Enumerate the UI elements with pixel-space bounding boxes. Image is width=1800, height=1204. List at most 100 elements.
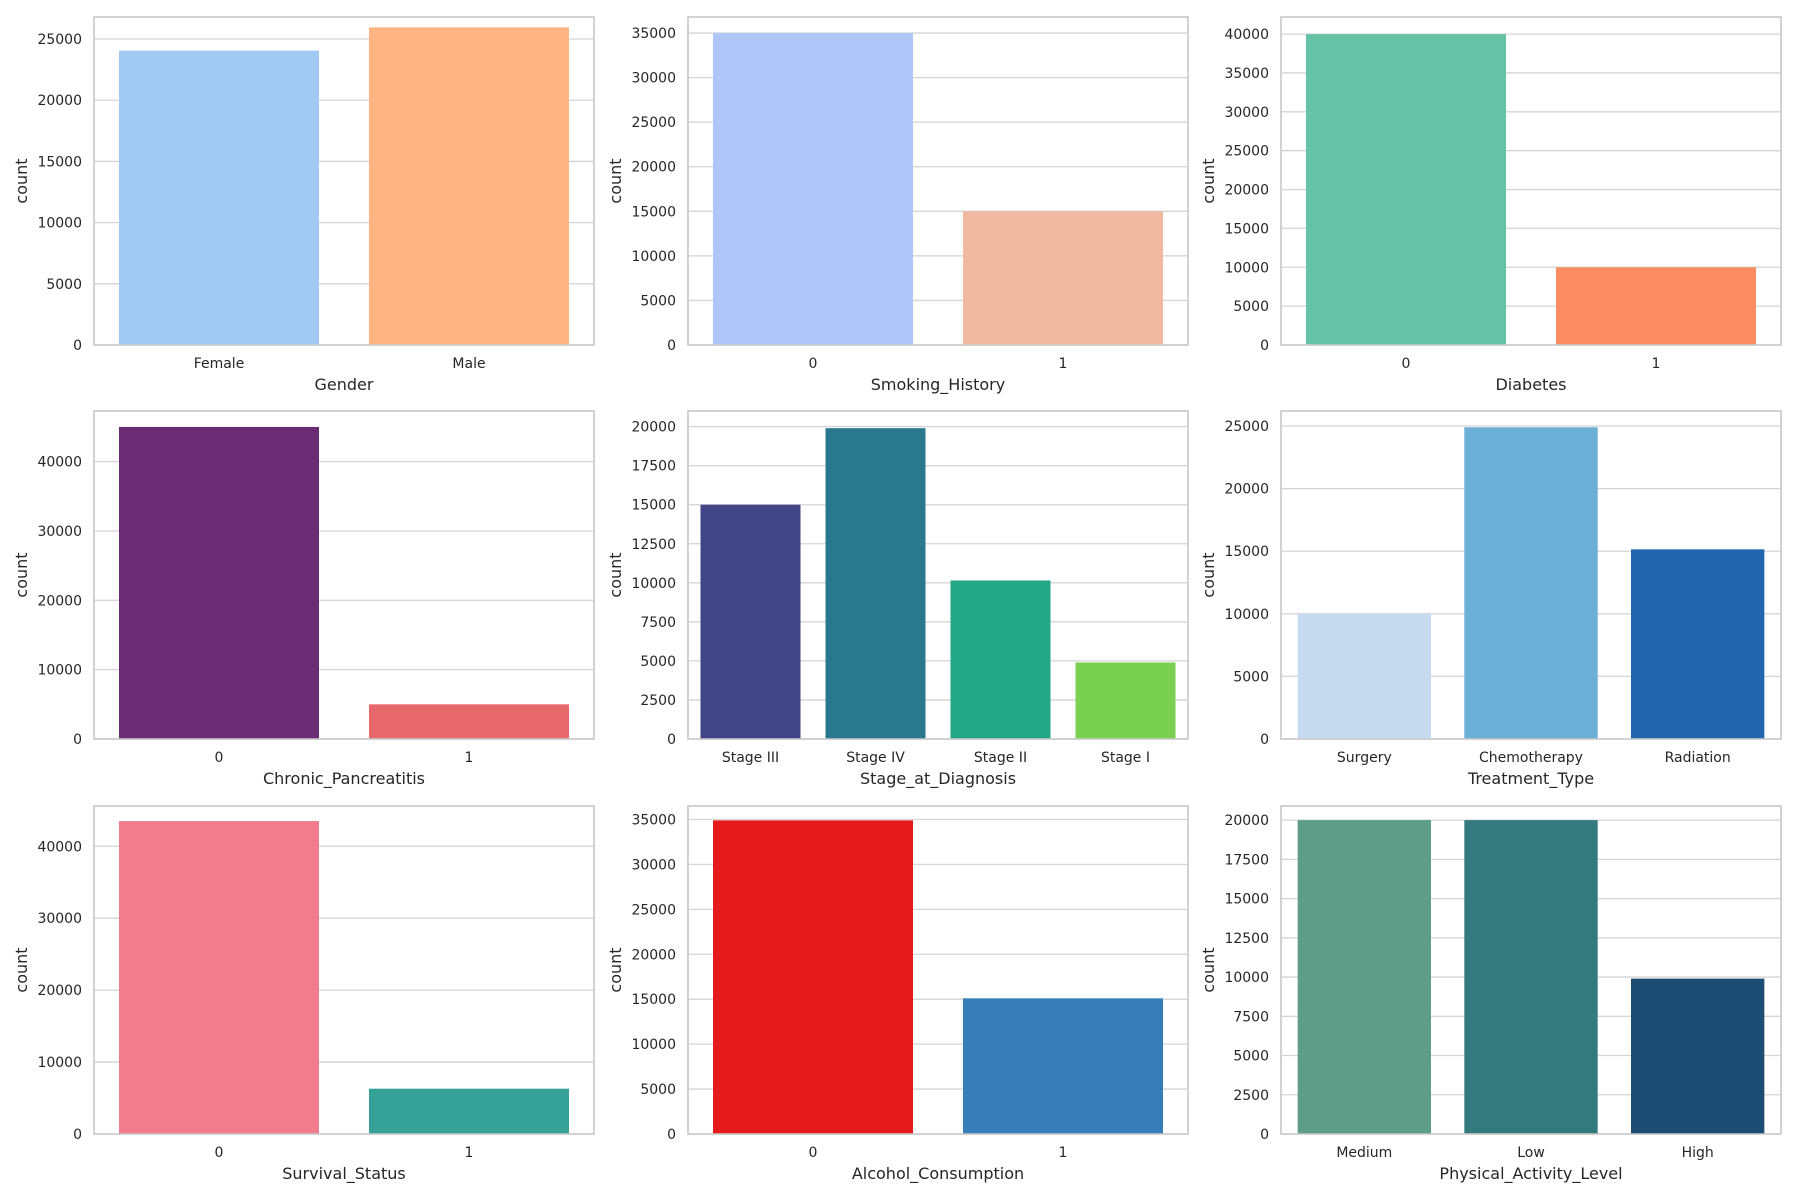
y-tick-label: 10000	[631, 576, 676, 592]
x-axis-label: Alcohol_Consumption	[852, 1164, 1024, 1184]
x-tick-label: Surgery	[1337, 750, 1392, 766]
x-tick-label: Low	[1517, 1145, 1545, 1161]
x-axis-label: Stage_at_Diagnosis	[860, 769, 1016, 789]
y-tick-label: 0	[1260, 338, 1269, 354]
y-tick-label: 25000	[1224, 144, 1269, 160]
plot-frame-outline	[93, 16, 595, 346]
chart-panel-9: 0 2500 5000 7500 10000 12500 15000 17500 20000 Me…	[1199, 805, 1782, 1184]
y-tick-label: 25000	[1224, 419, 1269, 435]
y-tick-label: 10000	[631, 249, 676, 265]
y-tick-label: 5000	[640, 293, 676, 309]
y-tick-label: 30000	[37, 524, 82, 540]
x-tick-label: Stage II	[974, 750, 1027, 766]
y-tick-label: 15000	[1224, 892, 1269, 908]
chart-panel-6: 0 5000 10000 15000 20000 25000 Surgery Chemothe…	[1199, 410, 1782, 789]
x-tick-label: 0	[215, 1145, 224, 1161]
y-tick-label: 5000	[46, 277, 82, 293]
y-tick-label: 25000	[631, 902, 676, 918]
chart-panel-3: 0 5000 10000 15000 20000 25000 30000 35000 40000…	[1199, 16, 1782, 394]
y-tick-label: 20000	[1224, 813, 1269, 829]
y-tick-label: 7500	[640, 615, 676, 631]
bar-0	[119, 821, 319, 1134]
y-axis-label: count	[606, 158, 625, 203]
y-axis-label: count	[1199, 552, 1218, 597]
y-tick-label: 40000	[1224, 27, 1269, 43]
y-tick-label: 15000	[37, 154, 82, 170]
y-tick-label: 20000	[37, 983, 82, 999]
y-tick-label: 0	[667, 1127, 676, 1143]
x-axis-label: Gender	[315, 375, 374, 394]
chart-panel-8: 0 5000 10000 15000 20000 25000 30000 35000 0 1 Alc…	[606, 805, 1189, 1184]
bar-stage-ii	[950, 580, 1051, 739]
y-tick-label: 20000	[37, 593, 82, 609]
y-tick-label: 30000	[1224, 105, 1269, 121]
x-tick-label: 0	[809, 1145, 818, 1161]
bar-1	[963, 998, 1163, 1134]
y-tick-label: 17500	[1224, 852, 1269, 868]
y-tick-label: 17500	[631, 459, 676, 475]
bar-0	[1306, 34, 1506, 346]
y-tick-label: 7500	[1233, 1009, 1269, 1025]
bar-female	[119, 50, 319, 346]
y-tick-label: 12500	[1224, 931, 1269, 947]
x-tick-label: Chemotherapy	[1479, 750, 1583, 766]
y-tick-label: 5000	[1233, 299, 1269, 315]
y-tick-label: 40000	[37, 455, 82, 471]
chart-panel-4: 0 10000 20000 30000 40000 0 1 Chronic_Pancreati…	[12, 410, 595, 789]
x-tick-label: 1	[1059, 1145, 1068, 1161]
bar-1	[369, 1088, 569, 1134]
chart-panel-1: 0 5000 10000 15000 20000 25000 Female Male Gende…	[12, 16, 595, 394]
bar-medium	[1297, 820, 1431, 1134]
x-tick-label: High	[1682, 1145, 1714, 1161]
y-tick-label: 30000	[37, 911, 82, 927]
plot-frame-outline	[1280, 16, 1782, 346]
x-tick-label: 1	[1059, 356, 1068, 372]
x-tick-label: Male	[452, 356, 485, 372]
y-tick-label: 15000	[1224, 221, 1269, 237]
chart-panel-2: 0 5000 10000 15000 20000 25000 30000 35000 0 1 Smo…	[606, 16, 1189, 395]
y-tick-label: 15000	[1224, 544, 1269, 560]
y-axis-label: count	[606, 552, 625, 597]
plot-frame-outline	[687, 805, 1189, 1135]
y-tick-label: 0	[667, 732, 676, 748]
plot-frame-outline	[687, 410, 1189, 740]
y-tick-label: 5000	[640, 1082, 676, 1098]
bar-stage-i	[1075, 662, 1176, 739]
plot-frame-outline	[687, 16, 1189, 346]
x-tick-label: 1	[465, 1145, 474, 1161]
y-tick-label: 12500	[631, 537, 676, 553]
chart-panel-7: 0 10000 20000 30000 40000 0 1 Survival_Status co…	[12, 805, 595, 1184]
y-tick-label: 25000	[631, 115, 676, 131]
bar-0	[119, 426, 319, 739]
y-axis-label: count	[1199, 947, 1218, 992]
x-axis-label: Treatment_Type	[1467, 769, 1594, 789]
y-tick-label: 20000	[1224, 183, 1269, 199]
chart-panel-5: 0 2500 5000 7500 10000 12500 15000 17500 20000 St…	[606, 410, 1189, 789]
x-axis-label: Physical_Activity_Level	[1439, 1164, 1622, 1184]
x-axis-label: Chronic_Pancreatitis	[263, 769, 425, 789]
x-axis-label: Survival_Status	[282, 1164, 406, 1184]
bar-1	[369, 704, 569, 739]
y-axis-label: count	[12, 158, 31, 203]
x-tick-label: Stage I	[1101, 750, 1150, 766]
bar-chemotherapy	[1464, 427, 1598, 739]
bar-stage-iii	[700, 504, 801, 739]
x-axis-label: Smoking_History	[871, 375, 1005, 395]
y-tick-label: 15000	[631, 204, 676, 220]
x-axis-label: Diabetes	[1495, 375, 1566, 394]
y-tick-label: 5000	[640, 654, 676, 670]
bar-0	[713, 820, 913, 1134]
bar-stage-iv	[825, 428, 926, 739]
y-axis-label: count	[12, 552, 31, 597]
y-tick-label: 35000	[1224, 66, 1269, 82]
bar-surgery	[1297, 613, 1431, 739]
bar-low	[1464, 820, 1598, 1134]
y-tick-label: 15000	[631, 498, 676, 514]
y-tick-label: 35000	[631, 26, 676, 42]
plot-frame-outline	[1280, 805, 1782, 1135]
x-tick-label: 0	[215, 750, 224, 766]
y-tick-label: 10000	[37, 216, 82, 232]
bar-radiation	[1631, 549, 1765, 739]
y-tick-label: 20000	[1224, 482, 1269, 498]
